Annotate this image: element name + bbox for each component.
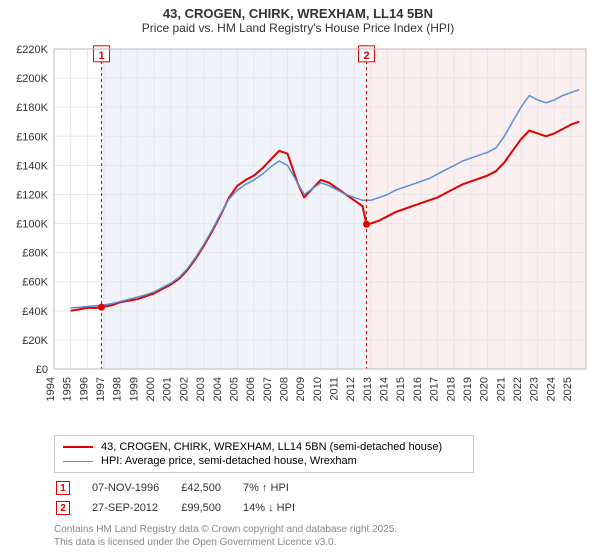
y-tick-label: £140K bbox=[16, 160, 48, 172]
legend-swatch bbox=[63, 461, 93, 462]
y-tick-label: £0 bbox=[36, 364, 48, 376]
x-tick-label: 2010 bbox=[312, 377, 324, 401]
x-tick-label: 2011 bbox=[329, 377, 341, 401]
x-tick-label: 1995 bbox=[62, 377, 74, 401]
marker-box-icon: 2 bbox=[56, 501, 70, 515]
chart-band bbox=[367, 49, 586, 369]
legend-box: 43, CROGEN, CHIRK, WREXHAM, LL14 5BN (se… bbox=[54, 435, 474, 473]
legend-label: 43, CROGEN, CHIRK, WREXHAM, LL14 5BN (se… bbox=[101, 441, 442, 453]
x-tick-label: 2003 bbox=[195, 377, 207, 401]
x-tick-label: 2013 bbox=[362, 377, 374, 401]
x-tick-label: 2007 bbox=[262, 377, 274, 401]
marker-delta: 14% ↓ HPI bbox=[243, 499, 315, 517]
marker-row: 2 27-SEP-2012£99,50014% ↓ HPI bbox=[56, 499, 315, 517]
legend-row: HPI: Average price, semi-detached house,… bbox=[63, 454, 465, 468]
x-tick-label: 2015 bbox=[395, 377, 407, 401]
y-tick-label: £120K bbox=[16, 189, 48, 201]
y-tick-label: £20K bbox=[22, 335, 48, 347]
x-tick-label: 2024 bbox=[545, 377, 557, 401]
chart-plot-area: £0 £20K £40K £60K £80K £100K £120K £140K £160K £1… bbox=[4, 39, 592, 429]
chart-title-line2: Price paid vs. HM Land Registry's House … bbox=[4, 21, 592, 35]
x-tick-label: 2012 bbox=[345, 377, 357, 401]
marker-row: 1 07-NOV-1996£42,5007% ↑ HPI bbox=[56, 479, 315, 497]
footnote-line2: This data is licensed under the Open Gov… bbox=[54, 536, 592, 549]
x-tick-label: 2020 bbox=[479, 377, 491, 401]
x-tick-label: 2006 bbox=[245, 377, 257, 401]
marker-label-text: 2 bbox=[363, 50, 369, 62]
x-tick-label: 2021 bbox=[495, 377, 507, 401]
x-tick-label: 2008 bbox=[278, 377, 290, 401]
y-tick-label: £60K bbox=[22, 277, 48, 289]
x-tick-label: 1997 bbox=[95, 377, 107, 401]
x-tick-label: 2009 bbox=[295, 377, 307, 401]
x-tick-label: 2005 bbox=[228, 377, 240, 401]
marker-delta: 7% ↑ HPI bbox=[243, 479, 315, 497]
marker-label-text: 1 bbox=[98, 50, 104, 62]
footnote: Contains HM Land Registry data © Crown c… bbox=[54, 523, 592, 549]
y-tick-label: £220K bbox=[16, 44, 48, 56]
x-tick-label: 2001 bbox=[162, 377, 174, 401]
chart-container: 43, CROGEN, CHIRK, WREXHAM, LL14 5BN Pri… bbox=[0, 0, 600, 560]
x-tick-label: 2016 bbox=[412, 377, 424, 401]
legend-swatch bbox=[63, 446, 93, 448]
x-tick-label: 2002 bbox=[178, 377, 190, 401]
marker-date: 27-SEP-2012 bbox=[92, 499, 179, 517]
marker-dot bbox=[98, 304, 105, 311]
y-tick-label: £160K bbox=[16, 131, 48, 143]
y-tick-label: £80K bbox=[22, 248, 48, 260]
x-tick-label: 2018 bbox=[445, 377, 457, 401]
y-tick-label: £180K bbox=[16, 102, 48, 114]
x-tick-label: 2000 bbox=[145, 377, 157, 401]
marker-box-icon: 1 bbox=[56, 481, 70, 495]
x-tick-label: 1999 bbox=[128, 377, 140, 401]
x-tick-label: 2014 bbox=[379, 377, 391, 401]
chart-band bbox=[102, 49, 367, 369]
markers-table: 1 07-NOV-1996£42,5007% ↑ HPI 2 27-SEP-2012£… bbox=[54, 477, 317, 519]
y-tick-label: £100K bbox=[16, 219, 48, 231]
x-tick-label: 1996 bbox=[78, 377, 90, 401]
marker-price: £99,500 bbox=[181, 499, 241, 517]
footnote-line1: Contains HM Land Registry data © Crown c… bbox=[54, 523, 592, 536]
marker-dot bbox=[363, 221, 370, 228]
x-tick-label: 1998 bbox=[112, 377, 124, 401]
x-tick-label: 2019 bbox=[462, 377, 474, 401]
marker-price: £42,500 bbox=[181, 479, 241, 497]
chart-title-line1: 43, CROGEN, CHIRK, WREXHAM, LL14 5BN bbox=[4, 6, 592, 21]
x-tick-label: 1994 bbox=[45, 377, 57, 401]
legend-row: 43, CROGEN, CHIRK, WREXHAM, LL14 5BN (se… bbox=[63, 440, 465, 454]
x-tick-label: 2023 bbox=[529, 377, 541, 401]
x-tick-label: 2004 bbox=[212, 377, 224, 401]
y-tick-label: £40K bbox=[22, 306, 48, 318]
marker-date: 07-NOV-1996 bbox=[92, 479, 179, 497]
x-tick-label: 2022 bbox=[512, 377, 524, 401]
y-tick-label: £200K bbox=[16, 73, 48, 85]
legend-label: HPI: Average price, semi-detached house,… bbox=[101, 455, 357, 467]
chart-svg: £0 £20K £40K £60K £80K £100K £120K £140K £160K £1… bbox=[4, 39, 592, 429]
x-tick-label: 2017 bbox=[429, 377, 441, 401]
x-tick-label: 2025 bbox=[562, 377, 574, 401]
